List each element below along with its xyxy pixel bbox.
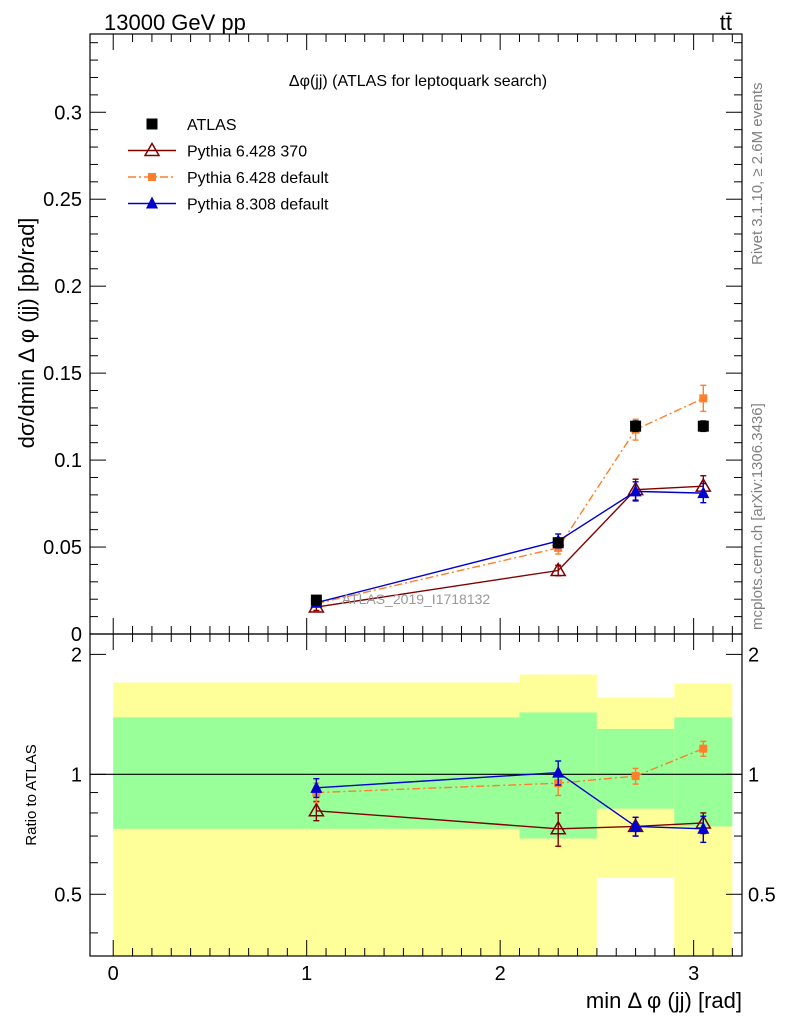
energy-label: 13000 GeV pp [104, 10, 246, 35]
legend-label: Pythia 8.308 default [187, 197, 329, 214]
data-point [310, 594, 322, 606]
series-ratio-pythia-8-308-default [310, 760, 710, 844]
y-tick-label: 0.05 [43, 537, 82, 559]
legend-label: Pythia 6.428 default [187, 170, 329, 187]
main-title: Δφ(jj) (ATLAS for leptoquark search) [289, 73, 547, 90]
y-tick-label: 1 [71, 764, 82, 786]
series-line-pythia-6-428-default [316, 397, 704, 605]
data-point [629, 819, 642, 832]
y-tick-label-right: 2 [748, 644, 759, 666]
x-axis-title: min Δ φ (jj) [rad] [586, 988, 742, 1013]
data-point [697, 821, 710, 834]
data-point [699, 394, 708, 403]
data-point [310, 780, 323, 793]
main-plot-layer: 0 0.05 0.1 0.15 0.2 0.25 0.3 [43, 33, 743, 646]
data-point [549, 562, 567, 577]
mcplots-label: mcplots.cern.ch [arXiv:1306.3436] [749, 403, 766, 630]
ratio-frame [89, 633, 743, 957]
data-point [697, 486, 710, 499]
ratio-panel: 0.5 0.5 1 1 2 2 0 1 2 3 Ratio to ATLAS min Δ φ (j… [23, 633, 776, 1013]
series-line-pythia-6-428-370 [316, 485, 704, 608]
data-point [552, 765, 565, 778]
data-point [630, 420, 642, 432]
rivet-label: Rivet 3.1.10, ≥ 2.6M events [749, 83, 766, 266]
legend-marker [143, 142, 161, 157]
y-tick-label: 0.2 [54, 276, 82, 298]
data-point [549, 820, 567, 835]
x-tick-label: 0 [108, 963, 119, 985]
y-tick-label: 0.5 [54, 884, 82, 906]
legend-item-pythia-6-428-default: Pythia 6.428 default [128, 170, 329, 187]
legend-marker [148, 173, 156, 181]
y-tick-label: 0 [71, 624, 82, 646]
ratio-y-axis-title: Ratio to ATLAS [23, 744, 40, 845]
y-tick-label: 0.25 [43, 189, 82, 211]
series-atlas [310, 420, 709, 606]
legend-item-pythia-6-428-370: Pythia 6.428 370 [128, 142, 307, 161]
series-line-pythia-8-308-default [316, 490, 704, 604]
legend-marker [146, 118, 158, 130]
data-point [631, 772, 640, 781]
process-label: tt̄ [720, 10, 732, 35]
x-tick-label: 3 [688, 963, 699, 985]
data-point [629, 484, 642, 497]
legend-item-pythia-8-308-default: Pythia 8.308 default [128, 196, 329, 214]
main-y-axis-title: dσ/dmin Δ φ (jj) [pb/rad] [14, 218, 39, 449]
legend-label: ATLAS [187, 117, 237, 134]
data-point [697, 420, 709, 432]
series-line-ratio-pythia-8-308-default [316, 771, 704, 830]
y-tick-label: 0.15 [43, 363, 82, 385]
legend-label: Pythia 6.428 370 [187, 144, 307, 161]
x-tick-label: 1 [301, 963, 312, 985]
y-tick-label: 0.3 [54, 102, 82, 124]
y-tick-label-right: 0.5 [748, 884, 776, 906]
uncertainty-band-inner [674, 717, 733, 827]
ratio-plot-layer: 0.5 0.5 1 1 2 2 0 1 2 3 [54, 633, 776, 985]
legend-item-atlas: ATLAS [146, 117, 237, 134]
legend-marker [146, 196, 158, 209]
main-panel: 0 0.05 0.1 0.15 0.2 0.25 0.3 Δφ(jj) (ATLAS for… [14, 33, 743, 646]
data-point [699, 744, 708, 753]
watermark: ATLAS_2019_I1718132 [342, 591, 491, 607]
y-tick-label: 0.1 [54, 450, 82, 472]
legend: ATLAS Pythia 6.428 370 Pythia 6.428 defaul… [128, 117, 329, 214]
y-tick-label: 2 [71, 644, 82, 666]
series-pythia-6-428-default [312, 384, 708, 608]
data-point [552, 537, 564, 549]
y-tick-label-right: 1 [748, 764, 759, 786]
data-point [308, 802, 325, 817]
series-pythia-8-308-default [310, 481, 710, 608]
x-tick-label: 2 [495, 963, 506, 985]
series-line-ratio-pythia-6-428-370 [316, 810, 704, 830]
series-line-ratio-pythia-6-428-default [316, 747, 704, 794]
